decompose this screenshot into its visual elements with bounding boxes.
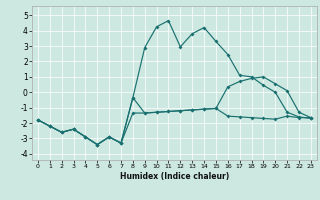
X-axis label: Humidex (Indice chaleur): Humidex (Indice chaleur): [120, 172, 229, 181]
